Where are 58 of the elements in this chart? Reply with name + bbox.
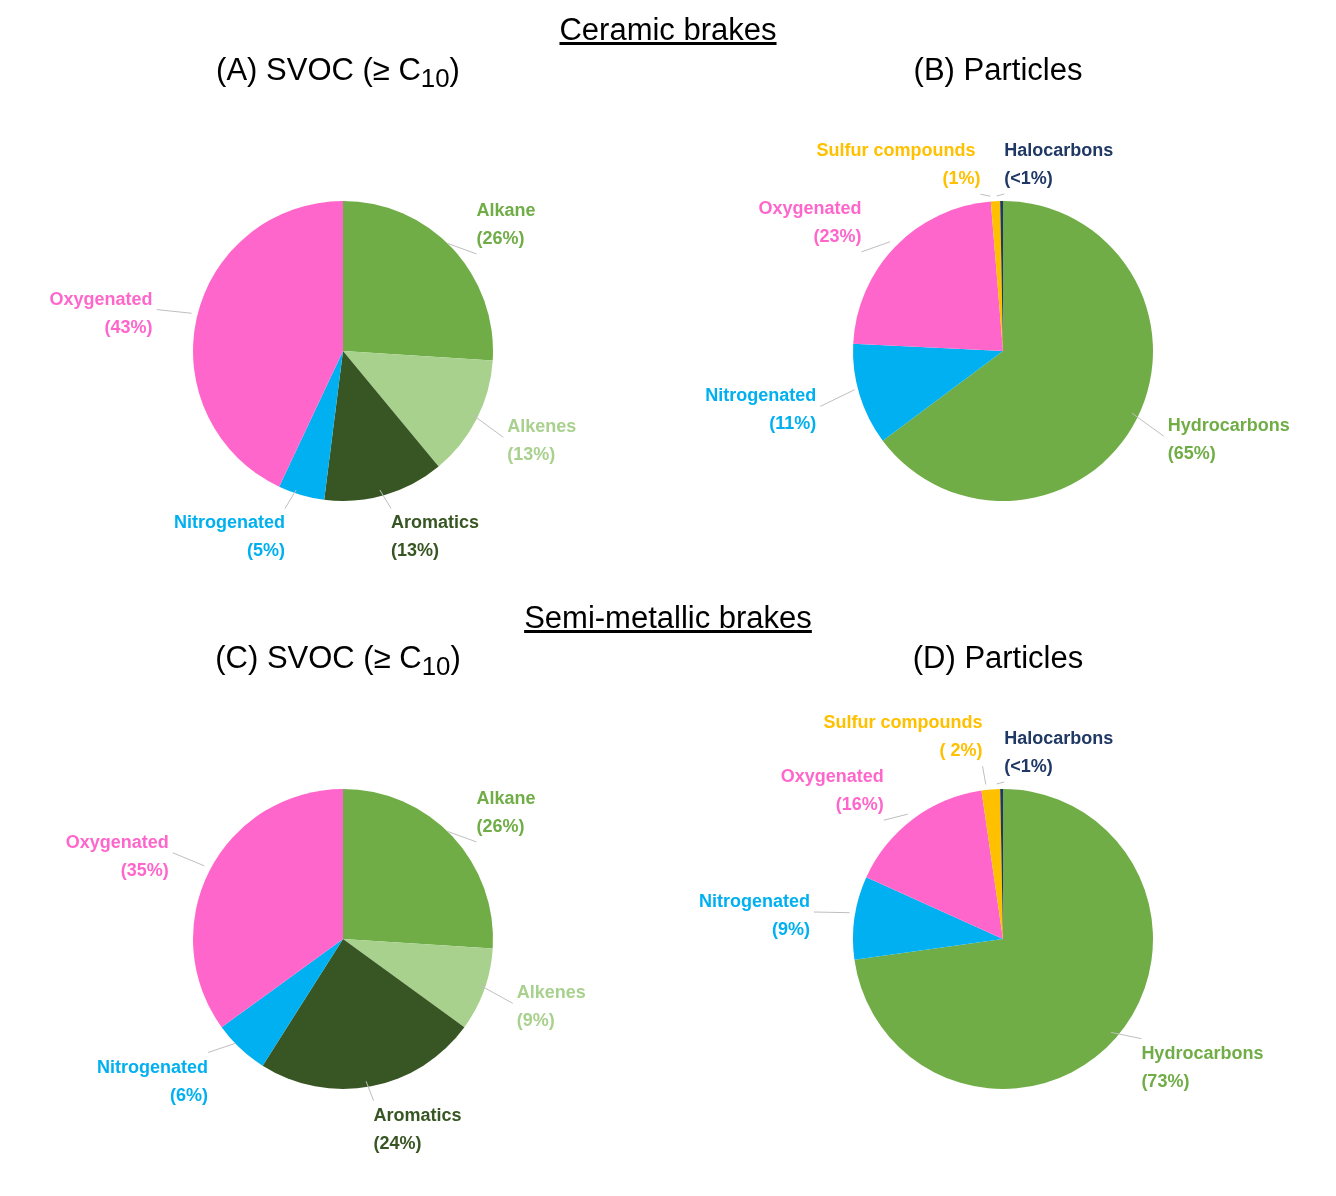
data-label: ( 2%) bbox=[939, 740, 983, 761]
data-label: (23%) bbox=[813, 225, 862, 246]
data-label: (26%) bbox=[476, 815, 525, 836]
pie-slice bbox=[262, 939, 465, 1089]
data-label: (1%) bbox=[942, 168, 981, 189]
pie-slice bbox=[193, 789, 343, 1028]
pie-slice bbox=[279, 351, 343, 500]
slice-label: Nitrogenated bbox=[96, 1056, 208, 1077]
data-label: (9%) bbox=[771, 919, 810, 940]
chart-title: (D) Particles bbox=[911, 640, 1085, 677]
slice-label: Aromatics bbox=[391, 512, 480, 533]
chart-title: (C) SVOC (≥ C$_{10}$) bbox=[214, 640, 462, 683]
slice-label: Alkenes bbox=[516, 982, 586, 1003]
slice-label: Oxygenated bbox=[65, 831, 169, 852]
chart-title: (A) SVOC (≥ C$_{10}$) bbox=[215, 52, 461, 95]
pie-slice bbox=[343, 939, 493, 1028]
data-label: (26%) bbox=[476, 227, 525, 248]
slice-label: Alkane bbox=[476, 199, 536, 220]
slice-label: Halocarbons bbox=[1004, 728, 1114, 749]
slice-label: Nitrogenated bbox=[705, 385, 817, 406]
data-label: (13%) bbox=[507, 444, 556, 465]
pie-slice bbox=[981, 789, 1003, 939]
slice-label: Nitrogenated bbox=[173, 512, 285, 533]
slice-label: Hydrocarbons bbox=[1141, 1042, 1264, 1063]
data-label: (24%) bbox=[373, 1132, 422, 1153]
pie-slice bbox=[882, 201, 1153, 501]
pie-slice bbox=[221, 939, 343, 1066]
slice-label: Sulfur compounds bbox=[823, 712, 983, 733]
data-label: (16%) bbox=[835, 794, 884, 815]
data-label: (<1%) bbox=[1004, 756, 1053, 777]
data-label: (<1%) bbox=[1004, 168, 1053, 189]
slice-label: Nitrogenated bbox=[698, 891, 810, 912]
slice-label: Sulfur compounds bbox=[816, 140, 981, 161]
data-label: (35%) bbox=[120, 859, 169, 880]
text: Semi-metallic brakes bbox=[523, 600, 813, 636]
data-label: (11%) bbox=[769, 413, 817, 434]
data-label: (73%) bbox=[1141, 1070, 1190, 1091]
slice-label: Hydrocarbons bbox=[1167, 415, 1290, 436]
data-label: (5%) bbox=[246, 540, 285, 561]
pie-slice bbox=[853, 343, 1003, 441]
data-label: (65%) bbox=[1167, 443, 1216, 464]
pie-slice bbox=[324, 351, 439, 501]
pie-slice bbox=[343, 351, 493, 467]
data-label: (43%) bbox=[104, 316, 153, 337]
slice-label: Halocarbons bbox=[1004, 140, 1114, 161]
slice-label: Alkane bbox=[476, 787, 536, 808]
slice-label: Alkenes bbox=[507, 416, 577, 437]
slice-label: Oxygenated bbox=[49, 288, 153, 309]
chart-title: (B) Particles bbox=[912, 52, 1084, 89]
text: Ceramic brakes bbox=[558, 12, 778, 48]
slice-label: Oxygenated bbox=[758, 197, 862, 218]
data-label: (13%) bbox=[391, 540, 440, 561]
slice-label: Aromatics bbox=[373, 1104, 462, 1125]
pie-slice bbox=[193, 201, 343, 487]
pie-slice bbox=[853, 877, 1003, 960]
data-label: (6%) bbox=[169, 1084, 208, 1105]
slice-label: Oxygenated bbox=[780, 766, 884, 787]
data-label: (9%) bbox=[516, 1010, 555, 1031]
